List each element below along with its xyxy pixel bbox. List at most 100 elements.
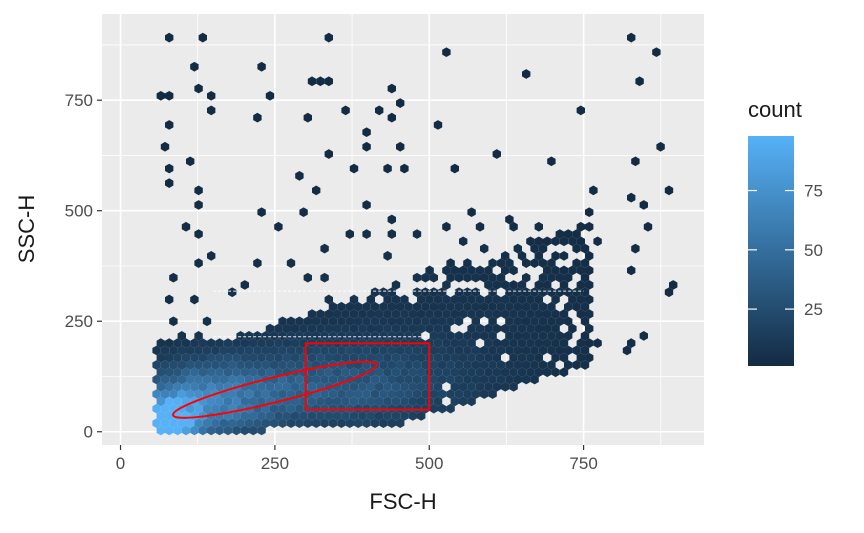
hexbin-cell bbox=[471, 331, 480, 341]
hexbin-cell bbox=[488, 258, 497, 268]
hexbin-cell bbox=[517, 323, 527, 334]
hexbin-cell bbox=[383, 396, 392, 407]
hexbin-cell bbox=[492, 309, 501, 319]
hexbin-cell bbox=[396, 331, 405, 341]
hexbin-cell bbox=[480, 374, 489, 385]
hexbin-cell bbox=[270, 403, 279, 414]
hexbin-cell bbox=[459, 309, 468, 319]
hexbin-cell bbox=[425, 309, 434, 319]
hexbin-cell bbox=[337, 331, 346, 341]
hexbin-cell bbox=[173, 367, 182, 378]
hexbin-cell bbox=[572, 345, 581, 356]
hexbin-cell bbox=[429, 403, 438, 414]
hexbin-cell bbox=[190, 352, 199, 363]
hexbin-cell bbox=[194, 229, 203, 239]
hexbin-cell bbox=[492, 280, 501, 290]
hexbin-cell bbox=[186, 374, 195, 385]
hexbin-cell bbox=[538, 243, 548, 254]
hexbin-cell bbox=[379, 301, 388, 312]
hexbin-cell bbox=[412, 403, 422, 414]
hexbin-cell bbox=[244, 418, 254, 429]
hexbin-cell bbox=[362, 389, 371, 399]
hexbin-cell bbox=[496, 258, 506, 268]
hexbin-cell bbox=[459, 236, 468, 247]
hexbin-cell bbox=[265, 411, 275, 421]
hexbin-cell bbox=[404, 331, 413, 341]
hexbin-cell bbox=[349, 411, 359, 421]
hexbin-cell bbox=[576, 236, 585, 247]
hexbin-cell bbox=[400, 381, 409, 392]
hexbin-cell bbox=[328, 374, 338, 385]
hexbin-cell bbox=[396, 316, 405, 327]
hexbin-cell bbox=[320, 403, 329, 414]
hexbin-cell bbox=[576, 294, 585, 305]
hexbin-cell bbox=[396, 98, 405, 108]
hexbin-cell bbox=[467, 294, 476, 305]
hexbin-cell bbox=[207, 352, 216, 363]
hexbin-cell bbox=[438, 345, 447, 356]
hexbin-cell bbox=[555, 316, 564, 327]
hexbin-cell bbox=[387, 331, 396, 341]
hexbin-cell bbox=[194, 374, 203, 385]
hexbin-cell bbox=[219, 403, 228, 414]
hexbin-cell bbox=[354, 301, 363, 312]
hexbin-cell bbox=[215, 367, 224, 378]
hexbin-cell bbox=[501, 294, 510, 305]
hexbin-cell bbox=[438, 360, 447, 370]
hexbin-cell bbox=[547, 301, 556, 312]
hexbin-cell bbox=[522, 69, 531, 79]
hexbin-cell bbox=[543, 338, 552, 349]
hexbin-cell bbox=[412, 389, 422, 399]
y-tick-label: 500 bbox=[65, 202, 93, 221]
hexbin-cell bbox=[236, 331, 245, 341]
hexbin-cell bbox=[194, 258, 203, 268]
hexbin-cell bbox=[530, 316, 539, 327]
hexbin-cell bbox=[383, 381, 392, 392]
hexbin-cell bbox=[450, 396, 459, 407]
hexbin-cell bbox=[362, 345, 371, 356]
hexbin-cell bbox=[576, 280, 585, 290]
hexbin-cell bbox=[257, 411, 266, 421]
hexbin-cell bbox=[387, 83, 396, 94]
hexbin-cell bbox=[471, 301, 480, 312]
hexbin-cell bbox=[513, 243, 522, 254]
hexbin-cell bbox=[165, 352, 174, 363]
hexbin-cell bbox=[433, 120, 443, 130]
hexbin-cell bbox=[496, 360, 506, 370]
hexbin-cell bbox=[316, 367, 325, 378]
hexbin-cell bbox=[396, 374, 405, 385]
hexbin-cell bbox=[383, 309, 392, 319]
hexbin-cell bbox=[286, 316, 296, 327]
hexbin-cell bbox=[274, 221, 283, 232]
hexbin-cell bbox=[576, 105, 585, 116]
hexbin-cell bbox=[438, 331, 447, 341]
hexbin-cell bbox=[312, 185, 321, 196]
hexbin-cell bbox=[442, 338, 451, 349]
legend-title: count bbox=[748, 97, 802, 122]
hexbin-cell bbox=[526, 294, 535, 305]
hexbin-cell bbox=[631, 243, 640, 254]
hexbin-cell bbox=[513, 301, 522, 312]
hexbin-cell bbox=[501, 381, 510, 392]
hexbin-cell bbox=[488, 287, 497, 298]
hexbin-cell bbox=[501, 367, 510, 378]
hexbin-cell bbox=[274, 338, 283, 349]
hexbin-cell bbox=[400, 411, 409, 421]
hexbin-cell bbox=[450, 294, 459, 305]
hexbin-cell bbox=[534, 367, 543, 378]
hexbin-cell bbox=[358, 381, 367, 392]
hexbin-cell bbox=[488, 272, 497, 283]
hexbin-cell bbox=[480, 360, 489, 370]
hexbin-cell bbox=[312, 316, 321, 327]
hexbin-cell bbox=[471, 272, 480, 283]
hexbin-cell bbox=[580, 272, 590, 283]
hexbin-cell bbox=[454, 272, 464, 283]
hexbin-cell bbox=[349, 396, 359, 407]
hexbin-cell bbox=[354, 316, 363, 327]
hexbin-cell bbox=[270, 345, 279, 356]
hexbin-cell bbox=[488, 374, 497, 385]
hexbin-cell bbox=[467, 352, 476, 363]
hexbin-cell bbox=[534, 280, 543, 290]
hexbin-cell bbox=[160, 141, 170, 152]
hexbin-cell bbox=[526, 236, 535, 247]
